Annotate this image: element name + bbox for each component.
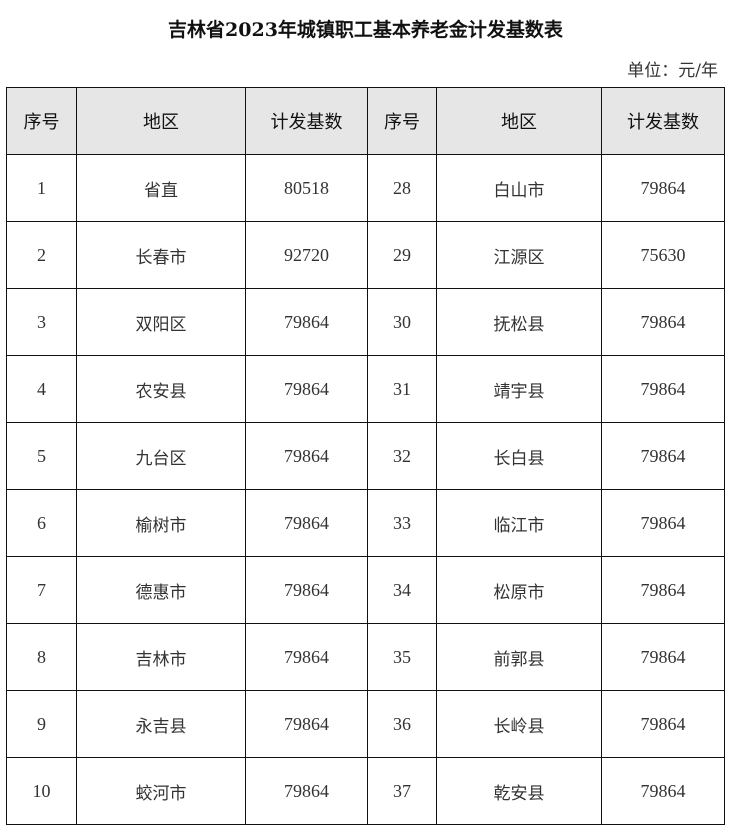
base-amount: 92720 [245, 221, 368, 289]
header-base-2: 计发基数 [601, 87, 725, 155]
row-number: 36 [367, 690, 437, 758]
row-number: 29 [367, 221, 437, 289]
region-name: 农安县 [76, 355, 246, 423]
row-number: 4 [6, 355, 77, 423]
base-amount: 79864 [245, 757, 368, 825]
base-amount: 79864 [601, 422, 725, 490]
row-number: 3 [6, 288, 77, 356]
base-amount: 75630 [601, 221, 725, 289]
base-amount: 79864 [245, 489, 368, 557]
table-row: 1 省直 80518 28 白山市 79864 [6, 154, 725, 222]
base-amount: 79864 [601, 288, 725, 356]
header-region-1: 地区 [76, 87, 246, 155]
region-name: 乾安县 [436, 757, 602, 825]
row-number: 5 [6, 422, 77, 490]
table-row: 7 德惠市 79864 34 松原市 79864 [6, 556, 725, 624]
region-name: 双阳区 [76, 288, 246, 356]
region-name: 省直 [76, 154, 246, 222]
region-name: 德惠市 [76, 556, 246, 624]
row-number: 8 [6, 623, 77, 691]
base-amount: 79864 [245, 556, 368, 624]
row-number: 33 [367, 489, 437, 557]
table-row: 6 榆树市 79864 33 临江市 79864 [6, 489, 725, 557]
row-number: 30 [367, 288, 437, 356]
base-amount: 79864 [601, 355, 725, 423]
document-title: 吉林省2023年城镇职工基本养老金计发基数表 [168, 19, 563, 41]
region-name: 长岭县 [436, 690, 602, 758]
base-amount: 79864 [601, 757, 725, 825]
base-amount: 79864 [601, 556, 725, 624]
region-name: 榆树市 [76, 489, 246, 557]
row-number: 6 [6, 489, 77, 557]
region-name: 蛟河市 [76, 757, 246, 825]
region-name: 白山市 [436, 154, 602, 222]
header-no-2: 序号 [367, 87, 437, 155]
region-name: 九台区 [76, 422, 246, 490]
region-name: 长春市 [76, 221, 246, 289]
header-base-1: 计发基数 [245, 87, 368, 155]
table-row: 5 九台区 79864 32 长白县 79864 [6, 422, 725, 490]
table-row: 2 长春市 92720 29 江源区 75630 [6, 221, 725, 289]
base-amount: 79864 [601, 489, 725, 557]
row-number: 32 [367, 422, 437, 490]
base-amount: 79864 [245, 623, 368, 691]
row-number: 28 [367, 154, 437, 222]
header-no-1: 序号 [6, 87, 77, 155]
row-number: 7 [6, 556, 77, 624]
row-number: 34 [367, 556, 437, 624]
base-amount: 79864 [245, 690, 368, 758]
row-number: 35 [367, 623, 437, 691]
row-number: 2 [6, 221, 77, 289]
unit-label: 单位：元/年 [627, 61, 718, 81]
table-row: 8 吉林市 79864 35 前郭县 79864 [6, 623, 725, 691]
table-row: 3 双阳区 79864 30 抚松县 79864 [6, 288, 725, 356]
table-row: 4 农安县 79864 31 靖宇县 79864 [6, 355, 725, 423]
region-name: 抚松县 [436, 288, 602, 356]
region-name: 临江市 [436, 489, 602, 557]
base-amount: 79864 [245, 355, 368, 423]
region-name: 靖宇县 [436, 355, 602, 423]
base-amount: 79864 [245, 288, 368, 356]
base-amount: 79864 [601, 690, 725, 758]
row-number: 10 [6, 757, 77, 825]
region-name: 前郭县 [436, 623, 602, 691]
region-name: 永吉县 [76, 690, 246, 758]
row-number: 1 [6, 154, 77, 222]
row-number: 37 [367, 757, 437, 825]
table-row: 9 永吉县 79864 36 长岭县 79864 [6, 690, 725, 758]
base-amount: 80518 [245, 154, 368, 222]
region-name: 长白县 [436, 422, 602, 490]
region-name: 松原市 [436, 556, 602, 624]
region-name: 江源区 [436, 221, 602, 289]
header-region-2: 地区 [436, 87, 602, 155]
pension-base-table: 序号 地区 计发基数 序号 地区 计发基数 1 省直 80518 28 白山市 79864… [6, 87, 725, 825]
region-name: 吉林市 [76, 623, 246, 691]
row-number: 9 [6, 690, 77, 758]
base-amount: 79864 [245, 422, 368, 490]
base-amount: 79864 [601, 154, 725, 222]
row-number: 31 [367, 355, 437, 423]
base-amount: 79864 [601, 623, 725, 691]
table-row: 10 蛟河市 79864 37 乾安县 79864 [6, 757, 725, 825]
header-row: 序号 地区 计发基数 序号 地区 计发基数 [6, 87, 725, 155]
